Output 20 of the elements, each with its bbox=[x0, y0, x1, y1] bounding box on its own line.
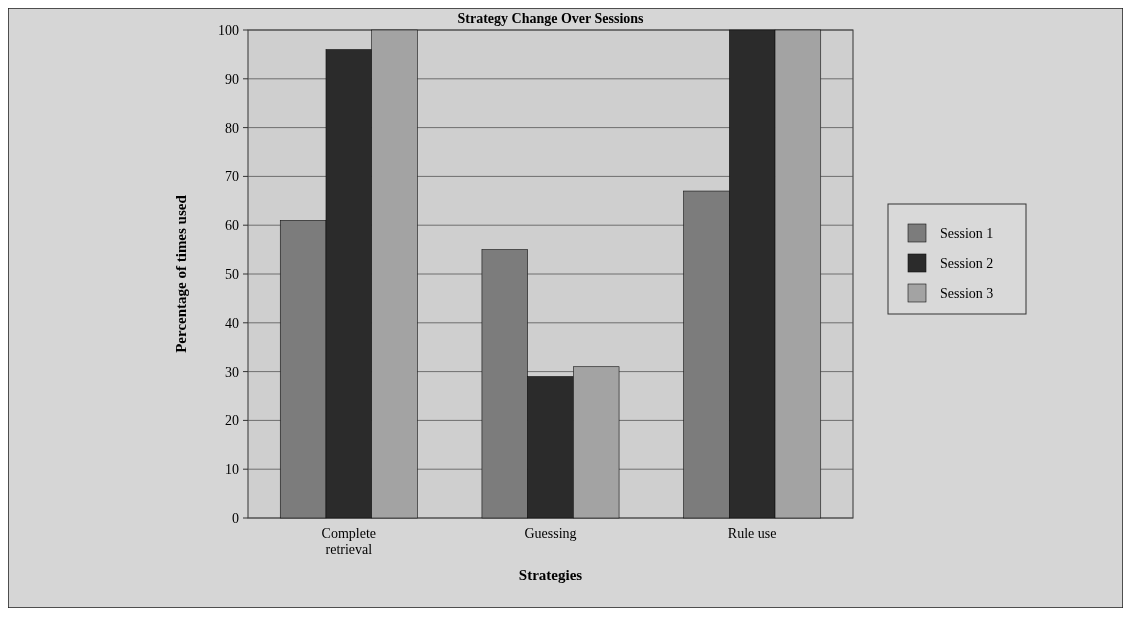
y-tick-label: 80 bbox=[225, 120, 239, 136]
x-tick-label: Guessing bbox=[524, 526, 577, 541]
y-tick-label: 50 bbox=[225, 266, 239, 282]
y-axis-title: Percentage of times used bbox=[173, 194, 189, 353]
y-tick-label: 10 bbox=[225, 462, 239, 478]
x-axis-title: Strategies bbox=[518, 567, 583, 583]
y-tick-label: 60 bbox=[225, 218, 239, 234]
y-tick-label: 20 bbox=[225, 413, 239, 429]
x-tick-label: Rule use bbox=[727, 526, 777, 541]
chart-title: Strategy Change Over Sessions bbox=[457, 11, 645, 26]
y-tick-label: 30 bbox=[225, 364, 239, 380]
y-tick-label: 0 bbox=[232, 510, 239, 526]
y-tick-label: 70 bbox=[225, 169, 239, 185]
legend-label: Session 1 bbox=[940, 225, 994, 241]
legend-label: Session 2 bbox=[940, 255, 994, 271]
x-tick-label: Complete retrieval bbox=[321, 526, 377, 557]
y-tick-label: 90 bbox=[225, 71, 239, 87]
y-tick-label: 40 bbox=[225, 315, 239, 331]
y-tick-label: 100 bbox=[218, 22, 239, 38]
legend-label: Session 3 bbox=[940, 285, 994, 301]
